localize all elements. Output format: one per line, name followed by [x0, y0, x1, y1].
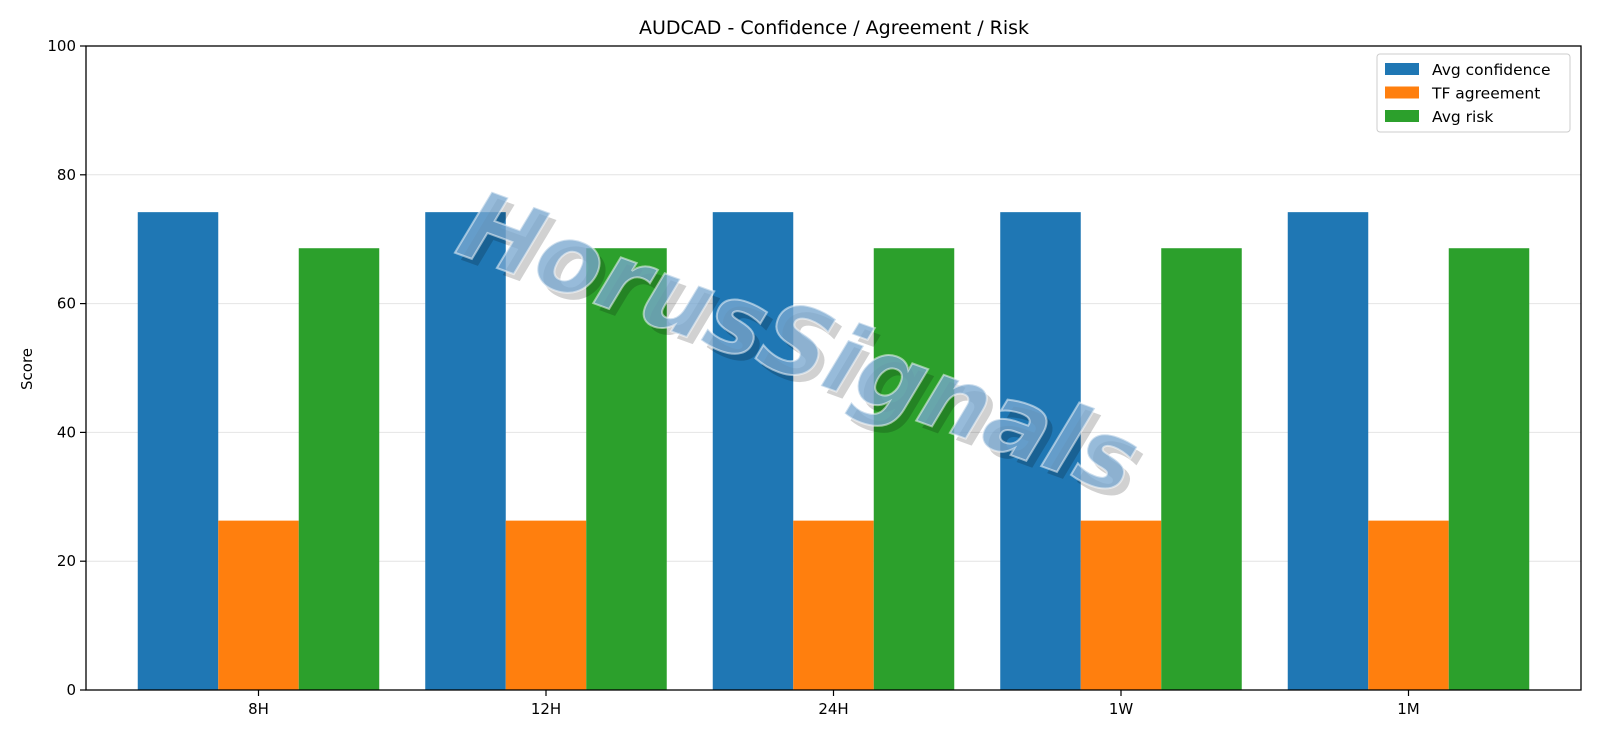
bar-avg-confidence	[137, 212, 219, 691]
legend-swatch	[1385, 110, 1419, 122]
y-tick-label: 60	[57, 295, 76, 313]
bar-tf-agreement	[793, 520, 874, 690]
legend-box	[1376, 53, 1571, 133]
y-tick-label: 100	[47, 37, 76, 55]
bar-avg-risk	[1161, 248, 1242, 690]
y-tick-label: 0	[66, 681, 76, 699]
bar-tf-agreement	[505, 520, 587, 690]
x-tick-label: 8H	[248, 700, 269, 718]
x-axis: 8H 12H 24H 1W 1M	[248, 690, 1420, 718]
legend-swatch	[1385, 63, 1419, 75]
bar-avg-confidence	[1287, 212, 1369, 691]
legend-label: Avg risk	[1432, 108, 1493, 126]
x-tick-label: 24H	[818, 700, 848, 718]
x-tick-label: 12H	[531, 700, 561, 718]
bar-tf-agreement	[218, 520, 299, 690]
bars	[137, 212, 1530, 691]
bar-avg-confidence	[425, 212, 506, 691]
legend-swatch	[1385, 86, 1419, 99]
legend-label: Avg confidence	[1432, 61, 1550, 79]
y-tick-label: 40	[57, 423, 76, 441]
bar-tf-agreement	[1080, 520, 1162, 690]
bar-avg-confidence	[712, 212, 794, 691]
bar-avg-risk	[1448, 248, 1530, 690]
bar-avg-risk	[298, 248, 380, 690]
y-axis-label: Score	[18, 348, 36, 390]
y-tick-label: 80	[57, 166, 76, 184]
y-tick-label: 20	[57, 552, 76, 570]
bar-avg-confidence	[1000, 212, 1081, 691]
legend-label: TF agreement	[1431, 85, 1540, 103]
x-tick-label: 1M	[1397, 700, 1420, 718]
chart-title: AUDCAD - Confidence / Agreement / Risk	[639, 17, 1029, 39]
legend: Avg confidence TF agreement Avg risk	[1376, 53, 1571, 133]
bar-avg-risk	[586, 248, 667, 690]
x-tick-label: 1W	[1109, 700, 1134, 718]
bar-tf-agreement	[1368, 520, 1449, 690]
bar-avg-risk	[873, 248, 955, 690]
y-axis: 0 20 40 60 80 100	[47, 37, 86, 699]
